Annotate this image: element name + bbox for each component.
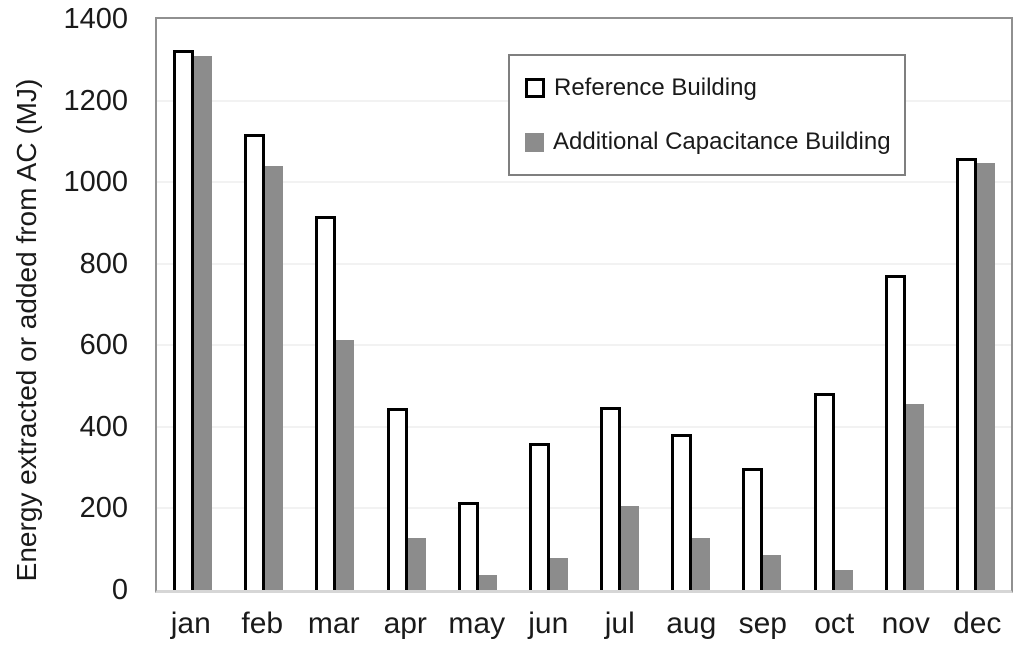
reference-building-bar — [457, 502, 479, 590]
additional-capacitance-bar — [549, 558, 568, 590]
y-tick-label: 800 — [79, 247, 128, 280]
month-column — [228, 19, 299, 590]
additional-capacitance-bar — [194, 56, 213, 590]
x-tick-label: jul — [604, 607, 635, 640]
additional-capacitance-bar — [905, 404, 924, 590]
x-tick-label: jan — [170, 607, 211, 640]
x-tick-label: feb — [241, 607, 284, 640]
reference-building-bar — [671, 434, 693, 590]
month-column — [798, 19, 869, 590]
reference-building-swatch-icon — [525, 78, 545, 98]
additional-capacitance-bar — [763, 555, 782, 590]
reference-building-bar — [884, 275, 906, 590]
x-tick-label: nov — [881, 607, 930, 640]
reference-building-bar — [600, 407, 622, 590]
bar-group — [955, 158, 995, 590]
month-column — [442, 19, 513, 590]
reference-building-bar — [244, 134, 266, 590]
additional-capacitance-swatch-icon — [525, 132, 544, 152]
reference-building-bar — [528, 443, 550, 590]
y-tick-label: 1400 — [63, 3, 128, 35]
month-column — [869, 19, 940, 590]
bar-group — [315, 216, 355, 590]
additional-capacitance-bar — [692, 538, 711, 590]
gridline — [157, 507, 1011, 510]
additional-capacitance-bar — [834, 570, 853, 590]
bar-group — [671, 434, 711, 590]
x-tick-label: aug — [666, 607, 717, 640]
x-tick-label: apr — [383, 607, 427, 640]
bar-group — [457, 502, 497, 590]
additional-capacitance-bar — [265, 166, 284, 590]
legend-label-reference: Reference Building — [554, 74, 757, 101]
month-column — [371, 19, 442, 590]
y-tick-label: 200 — [79, 492, 128, 525]
additional-capacitance-bar — [336, 340, 355, 590]
y-tick-label: 1200 — [63, 84, 128, 117]
y-tick-label: 600 — [79, 329, 128, 362]
legend-item-reference: Reference Building — [525, 74, 904, 102]
bar-group — [813, 393, 853, 590]
additional-capacitance-bar — [976, 163, 995, 590]
month-column — [940, 19, 1011, 590]
x-tick-label: sep — [738, 607, 787, 640]
y-tick-label: 400 — [79, 410, 128, 443]
x-axis-tick-labels: jan feb mar apr may jun jul aug sep oct nov dec — [155, 607, 1013, 641]
x-tick-label: mar — [307, 607, 360, 640]
x-tick-label: dec — [953, 607, 1002, 640]
additional-capacitance-bar — [407, 538, 426, 590]
gridline — [157, 425, 1011, 428]
month-column — [513, 19, 584, 590]
legend-item-additional: Additional Capacitance Building — [525, 128, 904, 156]
bar-group — [173, 50, 213, 590]
bar-group — [884, 275, 924, 590]
reference-building-bar — [742, 468, 764, 590]
month-column — [584, 19, 655, 590]
bars-container — [157, 19, 1011, 590]
x-tick-label: jun — [528, 607, 569, 640]
legend: Reference Building Additional Capacitanc… — [508, 54, 906, 176]
bar-group — [244, 134, 284, 590]
reference-building-bar — [386, 408, 408, 590]
reference-building-bar — [955, 158, 977, 590]
month-column — [655, 19, 726, 590]
x-tick-label: may — [448, 607, 506, 640]
x-tick-label: oct — [814, 607, 855, 640]
bar-group — [742, 468, 782, 590]
month-column — [157, 19, 228, 590]
gridline — [157, 344, 1011, 347]
y-tick-label: 1000 — [63, 166, 128, 199]
month-column — [726, 19, 797, 590]
y-tick-label: 0 — [111, 574, 128, 606]
reference-building-bar — [173, 50, 195, 590]
bar-group — [600, 407, 640, 590]
month-column — [299, 19, 370, 590]
reference-building-bar — [315, 216, 337, 590]
additional-capacitance-bar — [621, 506, 640, 590]
gridline — [157, 262, 1011, 265]
bar-group — [386, 408, 426, 590]
gridline — [157, 181, 1011, 184]
additional-capacitance-bar — [478, 575, 497, 590]
legend-label-additional: Additional Capacitance Building — [553, 128, 891, 155]
bar-group — [528, 443, 568, 590]
reference-building-bar — [813, 393, 835, 590]
